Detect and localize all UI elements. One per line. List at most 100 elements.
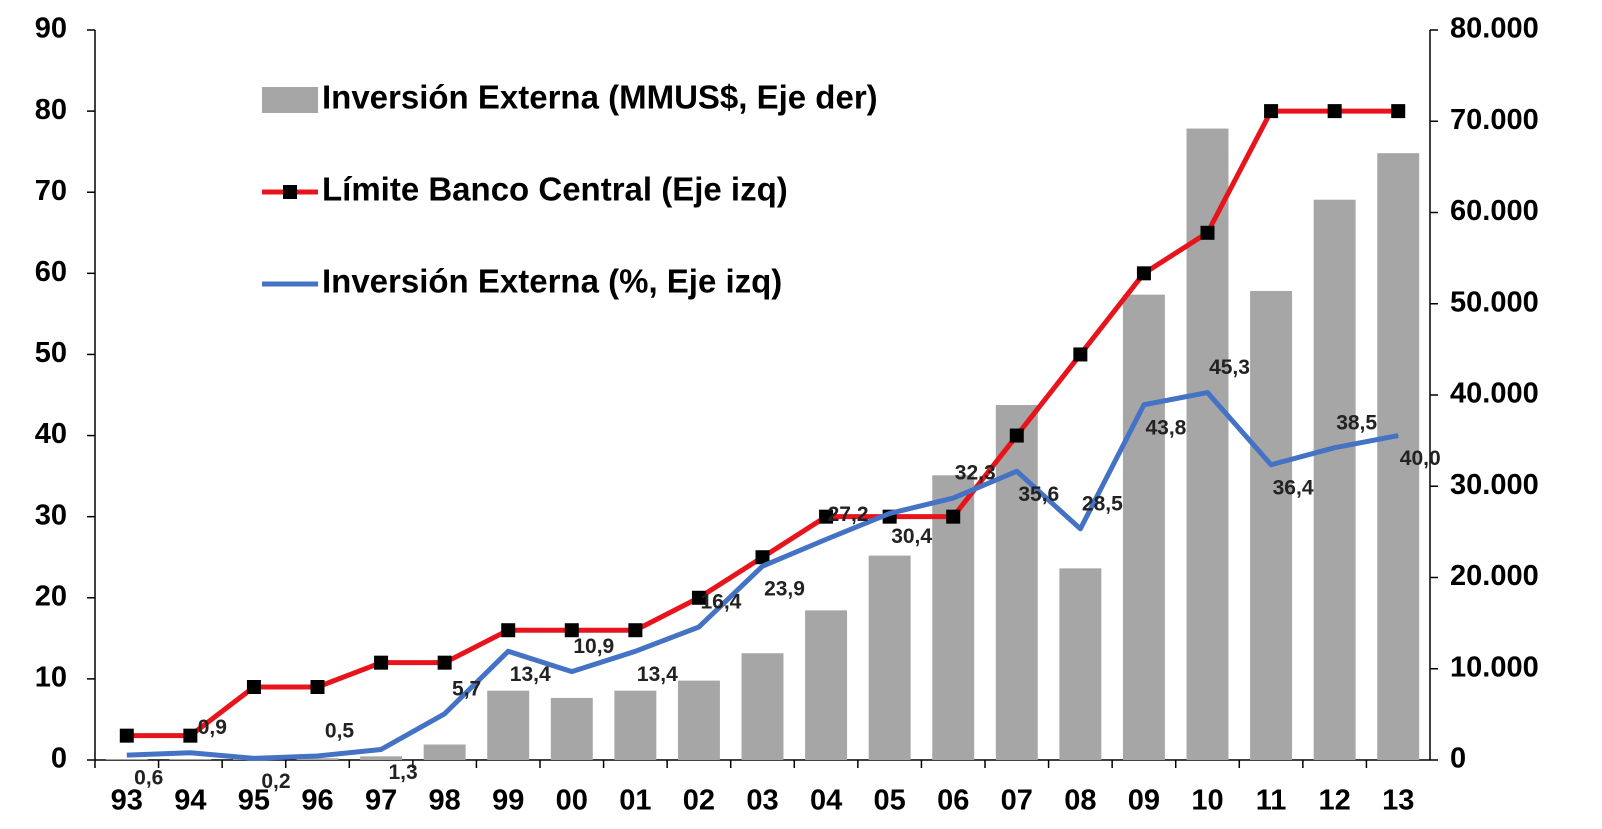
marker xyxy=(1264,104,1279,119)
bar xyxy=(1059,568,1102,760)
y-tick-label: 10 xyxy=(35,662,67,694)
data-label: 45,3 xyxy=(1209,356,1250,379)
legend-marker xyxy=(283,185,297,199)
x-tick-label: 93 xyxy=(111,785,143,817)
data-label: 0,2 xyxy=(261,770,290,793)
y2-tick-label: 60.000 xyxy=(1450,195,1539,227)
data-label: 10,9 xyxy=(573,635,614,658)
y-tick-label: 20 xyxy=(35,580,67,612)
marker xyxy=(1200,225,1215,240)
y-tick-label: 90 xyxy=(35,13,67,45)
x-tick-label: 11 xyxy=(1256,785,1287,817)
x-tick-label: 96 xyxy=(301,785,333,817)
marker xyxy=(1009,428,1024,443)
y2-tick-label: 10.000 xyxy=(1450,651,1539,683)
data-label: 36,4 xyxy=(1273,476,1314,499)
data-label: 0,5 xyxy=(325,719,355,742)
data-label: 0,6 xyxy=(134,767,163,790)
marker xyxy=(819,509,834,524)
data-label: 16,4 xyxy=(700,591,741,614)
y2-tick-label: 30.000 xyxy=(1450,469,1539,501)
x-tick-label: 03 xyxy=(746,785,778,817)
x-tick-label: 07 xyxy=(1001,785,1033,817)
marker xyxy=(691,590,706,605)
bar xyxy=(995,405,1038,760)
marker xyxy=(119,728,134,743)
legend-label: Límite Banco Central (Eje izq) xyxy=(322,171,788,208)
y-tick-label: 80 xyxy=(35,94,67,126)
bar xyxy=(677,680,720,760)
x-tick-label: 02 xyxy=(683,785,715,817)
marker xyxy=(1327,104,1342,119)
bar xyxy=(1186,128,1229,761)
marker xyxy=(437,655,452,670)
y-tick-label: 40 xyxy=(35,418,67,450)
x-tick-label: 98 xyxy=(429,785,461,817)
y2-tick-label: 70.000 xyxy=(1450,104,1539,136)
marker xyxy=(628,623,643,638)
bar xyxy=(868,555,911,760)
x-tick-label: 09 xyxy=(1128,785,1160,817)
y-tick-label: 30 xyxy=(35,499,67,531)
data-label: 13,4 xyxy=(510,663,551,686)
x-tick-label: 01 xyxy=(619,785,651,817)
x-tick-label: 05 xyxy=(874,785,906,817)
x-tick-label: 10 xyxy=(1191,785,1223,817)
bar xyxy=(1377,153,1420,760)
data-label: 27,2 xyxy=(828,503,869,526)
bar xyxy=(741,653,784,760)
marker xyxy=(1136,266,1151,281)
data-label: 43,8 xyxy=(1145,416,1186,439)
y-tick-label: 70 xyxy=(35,175,67,207)
y2-tick-label: 80.000 xyxy=(1450,13,1539,45)
data-label: 28,5 xyxy=(1082,492,1123,515)
bar xyxy=(614,690,657,760)
x-tick-label: 95 xyxy=(238,785,270,817)
marker xyxy=(501,623,516,638)
y2-tick-label: 20.000 xyxy=(1450,560,1539,592)
data-label: 32,3 xyxy=(955,462,996,485)
marker xyxy=(1073,347,1088,362)
data-label: 1,3 xyxy=(388,761,417,784)
x-tick-label: 99 xyxy=(492,785,524,817)
line xyxy=(126,390,1399,761)
legend-label: Inversión Externa (%, Eje izq) xyxy=(322,263,782,300)
x-tick-label: 08 xyxy=(1064,785,1096,817)
bar xyxy=(296,758,339,760)
marker xyxy=(946,509,961,524)
bar xyxy=(1313,199,1356,761)
marker xyxy=(564,623,579,638)
legend-swatch xyxy=(262,87,318,113)
bar xyxy=(105,759,148,760)
x-tick-label: 13 xyxy=(1382,785,1414,817)
marker xyxy=(374,655,389,670)
marker xyxy=(1391,104,1406,119)
data-label: 5,7 xyxy=(452,677,481,700)
x-tick-label: 00 xyxy=(556,785,588,817)
x-tick-label: 04 xyxy=(810,785,842,817)
legend-label: Inversión Externa (MMUS$, Eje der) xyxy=(322,79,878,116)
bar xyxy=(423,744,466,760)
y2-tick-label: 50.000 xyxy=(1450,286,1539,318)
data-label: 38,5 xyxy=(1336,411,1377,434)
bar xyxy=(550,697,593,760)
x-tick-label: 97 xyxy=(365,785,397,817)
x-tick-label: 94 xyxy=(174,785,206,817)
marker xyxy=(183,728,198,743)
y-tick-label: 60 xyxy=(35,256,67,288)
data-label: 13,4 xyxy=(637,663,678,686)
bar xyxy=(1122,294,1165,760)
y-tick-label: 0 xyxy=(51,743,67,775)
marker xyxy=(246,680,261,694)
data-label: 40,0 xyxy=(1400,447,1441,470)
data-label: 0,9 xyxy=(198,716,227,739)
data-label: 30,4 xyxy=(891,525,932,548)
bar xyxy=(169,759,212,760)
marker xyxy=(310,680,325,694)
data-label: 35,6 xyxy=(1018,483,1059,506)
bar xyxy=(1250,290,1293,760)
bar xyxy=(487,690,530,760)
marker xyxy=(755,550,770,565)
y2-tick-label: 40.000 xyxy=(1450,378,1539,410)
bar xyxy=(360,756,403,760)
